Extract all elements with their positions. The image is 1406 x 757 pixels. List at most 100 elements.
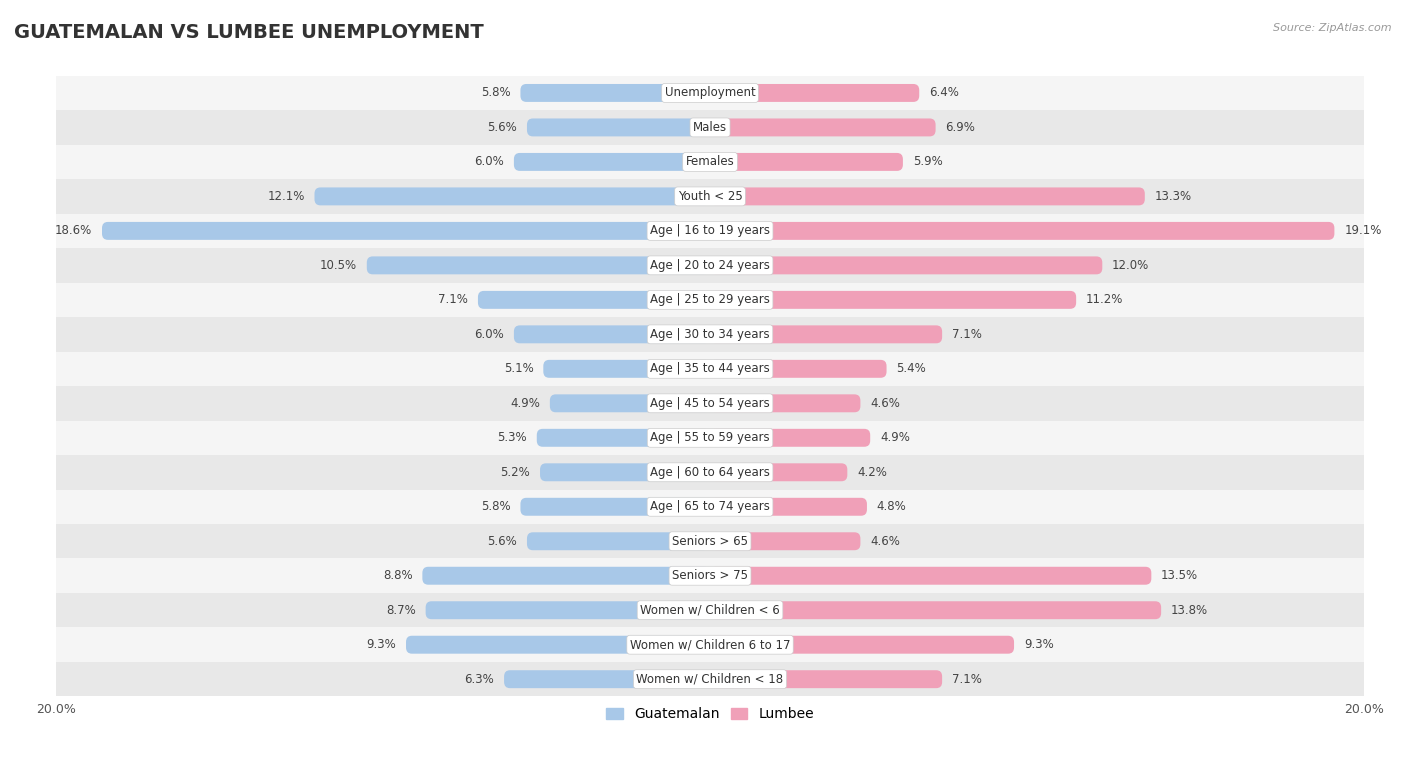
Text: 5.3%: 5.3% [498,431,527,444]
Text: 5.1%: 5.1% [503,363,533,375]
Text: 12.0%: 12.0% [1112,259,1149,272]
FancyBboxPatch shape [710,601,1161,619]
Text: 6.9%: 6.9% [945,121,976,134]
Text: Women w/ Children < 18: Women w/ Children < 18 [637,673,783,686]
FancyBboxPatch shape [515,153,710,171]
FancyBboxPatch shape [406,636,710,654]
FancyBboxPatch shape [315,188,710,205]
Text: 7.1%: 7.1% [952,673,981,686]
Bar [56,351,1364,386]
Text: 12.1%: 12.1% [267,190,305,203]
FancyBboxPatch shape [710,257,1102,274]
Text: 4.6%: 4.6% [870,534,900,548]
Text: 13.3%: 13.3% [1154,190,1192,203]
FancyBboxPatch shape [478,291,710,309]
Text: Age | 45 to 54 years: Age | 45 to 54 years [650,397,770,410]
Bar [56,76,1364,111]
Text: Women w/ Children < 6: Women w/ Children < 6 [640,604,780,617]
Text: 13.8%: 13.8% [1171,604,1208,617]
Text: 19.1%: 19.1% [1344,224,1382,238]
FancyBboxPatch shape [710,360,887,378]
Text: 5.8%: 5.8% [481,500,510,513]
Text: Age | 20 to 24 years: Age | 20 to 24 years [650,259,770,272]
Legend: Guatemalan, Lumbee: Guatemalan, Lumbee [600,702,820,727]
Text: 4.6%: 4.6% [870,397,900,410]
Bar [56,282,1364,317]
Bar [56,490,1364,524]
Text: 18.6%: 18.6% [55,224,93,238]
Text: Women w/ Children 6 to 17: Women w/ Children 6 to 17 [630,638,790,651]
Text: Females: Females [686,155,734,168]
FancyBboxPatch shape [710,222,1334,240]
Text: 6.4%: 6.4% [929,86,959,99]
FancyBboxPatch shape [710,153,903,171]
Bar [56,386,1364,421]
FancyBboxPatch shape [710,84,920,102]
FancyBboxPatch shape [710,567,1152,584]
Text: Age | 65 to 74 years: Age | 65 to 74 years [650,500,770,513]
Text: 7.1%: 7.1% [439,294,468,307]
Text: 4.9%: 4.9% [880,431,910,444]
Text: Seniors > 65: Seniors > 65 [672,534,748,548]
FancyBboxPatch shape [710,394,860,413]
FancyBboxPatch shape [103,222,710,240]
FancyBboxPatch shape [527,118,710,136]
FancyBboxPatch shape [710,188,1144,205]
FancyBboxPatch shape [710,326,942,344]
FancyBboxPatch shape [710,636,1014,654]
Text: Age | 25 to 29 years: Age | 25 to 29 years [650,294,770,307]
FancyBboxPatch shape [550,394,710,413]
Bar [56,628,1364,662]
Text: 11.2%: 11.2% [1085,294,1123,307]
Text: GUATEMALAN VS LUMBEE UNEMPLOYMENT: GUATEMALAN VS LUMBEE UNEMPLOYMENT [14,23,484,42]
FancyBboxPatch shape [540,463,710,481]
FancyBboxPatch shape [710,670,942,688]
FancyBboxPatch shape [537,428,710,447]
Text: Age | 60 to 64 years: Age | 60 to 64 years [650,466,770,478]
Text: 4.2%: 4.2% [858,466,887,478]
Bar [56,317,1364,351]
FancyBboxPatch shape [367,257,710,274]
Text: 7.1%: 7.1% [952,328,981,341]
FancyBboxPatch shape [426,601,710,619]
Text: 13.5%: 13.5% [1161,569,1198,582]
Text: Age | 35 to 44 years: Age | 35 to 44 years [650,363,770,375]
FancyBboxPatch shape [710,498,868,516]
FancyBboxPatch shape [527,532,710,550]
Bar [56,111,1364,145]
FancyBboxPatch shape [710,463,848,481]
Bar [56,213,1364,248]
Bar [56,524,1364,559]
Text: Youth < 25: Youth < 25 [678,190,742,203]
Text: Age | 55 to 59 years: Age | 55 to 59 years [650,431,770,444]
FancyBboxPatch shape [543,360,710,378]
FancyBboxPatch shape [422,567,710,584]
FancyBboxPatch shape [710,291,1076,309]
Text: 5.4%: 5.4% [897,363,927,375]
Bar [56,662,1364,696]
Text: Seniors > 75: Seniors > 75 [672,569,748,582]
Text: 8.8%: 8.8% [382,569,412,582]
Text: 8.7%: 8.7% [387,604,416,617]
Bar [56,145,1364,179]
Text: 10.5%: 10.5% [319,259,357,272]
Bar [56,179,1364,213]
Bar [56,421,1364,455]
Text: 9.3%: 9.3% [1024,638,1053,651]
FancyBboxPatch shape [710,428,870,447]
Text: 5.6%: 5.6% [488,121,517,134]
Text: Age | 30 to 34 years: Age | 30 to 34 years [650,328,770,341]
Text: 4.9%: 4.9% [510,397,540,410]
Text: Age | 16 to 19 years: Age | 16 to 19 years [650,224,770,238]
Text: 9.3%: 9.3% [367,638,396,651]
Text: Source: ZipAtlas.com: Source: ZipAtlas.com [1274,23,1392,33]
FancyBboxPatch shape [710,532,860,550]
Text: 5.6%: 5.6% [488,534,517,548]
Text: 6.3%: 6.3% [464,673,495,686]
Bar [56,455,1364,490]
Text: Males: Males [693,121,727,134]
Text: 5.9%: 5.9% [912,155,942,168]
FancyBboxPatch shape [515,326,710,344]
FancyBboxPatch shape [505,670,710,688]
Bar [56,559,1364,593]
